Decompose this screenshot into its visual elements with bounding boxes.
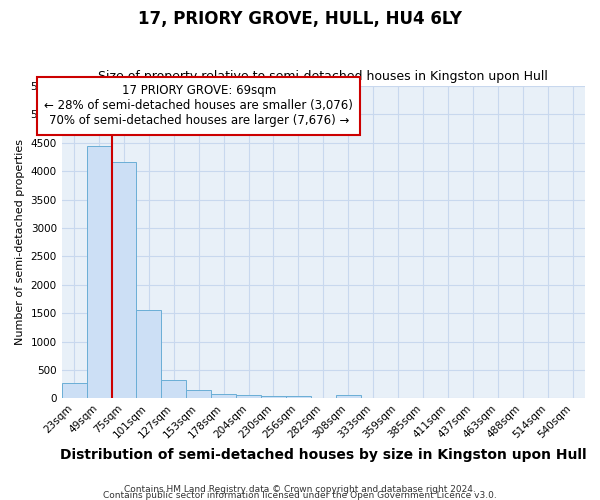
Bar	[336, 396, 361, 398]
Title: Size of property relative to semi-detached houses in Kingston upon Hull: Size of property relative to semi-detach…	[98, 70, 548, 84]
Y-axis label: Number of semi-detached properties: Number of semi-detached properties	[15, 140, 25, 346]
Bar	[286, 396, 311, 398]
Text: Contains HM Land Registry data © Crown copyright and database right 2024.: Contains HM Land Registry data © Crown c…	[124, 484, 476, 494]
Bar	[261, 396, 286, 398]
Bar	[112, 162, 136, 398]
X-axis label: Distribution of semi-detached houses by size in Kingston upon Hull: Distribution of semi-detached houses by …	[60, 448, 587, 462]
Bar	[161, 380, 186, 398]
Bar	[236, 396, 261, 398]
Text: 17 PRIORY GROVE: 69sqm
← 28% of semi-detached houses are smaller (3,076)
70% of : 17 PRIORY GROVE: 69sqm ← 28% of semi-det…	[44, 84, 353, 128]
Text: 17, PRIORY GROVE, HULL, HU4 6LY: 17, PRIORY GROVE, HULL, HU4 6LY	[138, 10, 462, 28]
Bar	[62, 382, 86, 398]
Bar	[186, 390, 211, 398]
Bar	[211, 394, 236, 398]
Bar	[86, 146, 112, 398]
Bar	[136, 310, 161, 398]
Text: Contains public sector information licensed under the Open Government Licence v3: Contains public sector information licen…	[103, 490, 497, 500]
